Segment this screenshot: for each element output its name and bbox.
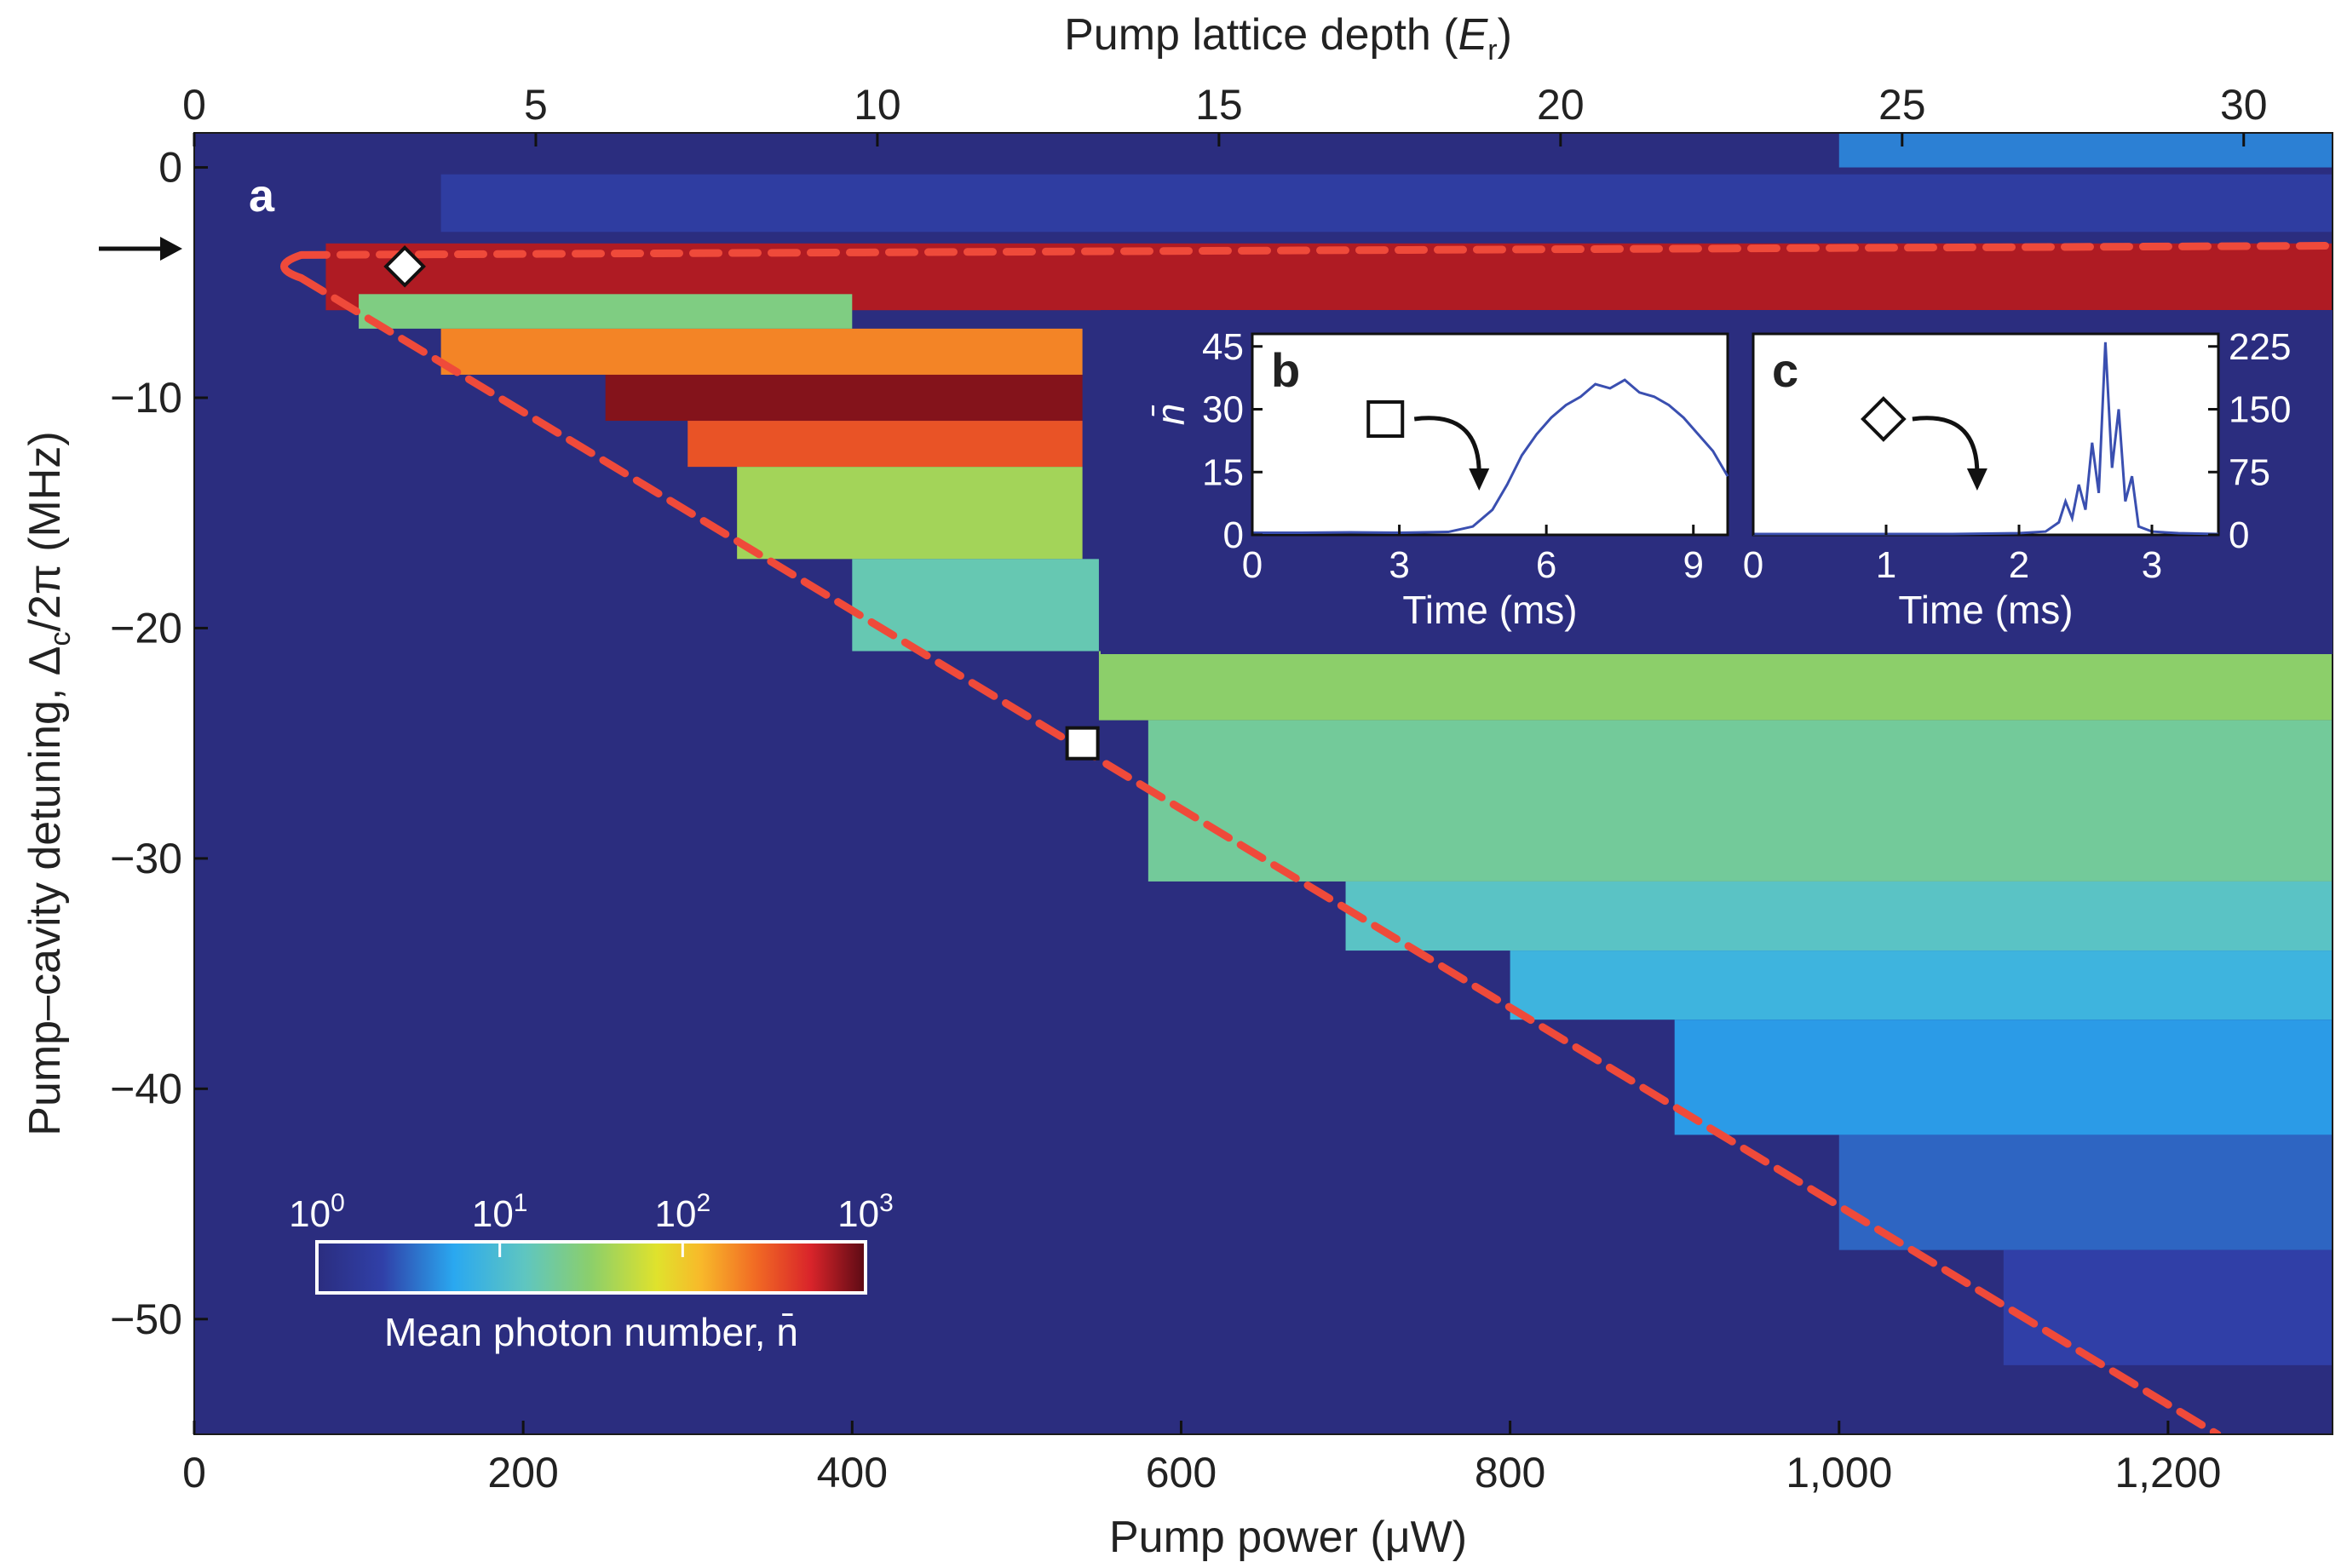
colorbar-gradient	[315, 1240, 867, 1295]
heatmap-region	[737, 467, 1083, 560]
inset-diamond-marker	[1861, 396, 1907, 442]
colorbar-tick-label: 101	[472, 1189, 528, 1235]
y-tick-label: −50	[110, 1295, 182, 1343]
inset-y-tick-label: 75	[2229, 451, 2270, 493]
top-tick-label: 15	[1195, 81, 1243, 129]
colorbar-ticks: 100 101 102 103	[289, 1189, 894, 1257]
inset-plot-area	[1752, 332, 2220, 537]
y-tick-label: −20	[110, 604, 182, 652]
x-tick-label: 600	[1146, 1449, 1217, 1496]
inset-arrow	[1413, 416, 1481, 474]
heatmap-region	[1510, 951, 2333, 1020]
inset-panel-c: 0 1 2 3 0 75 150 225 Time (ms) c	[1743, 326, 2292, 632]
inset-arrow	[1912, 416, 1980, 474]
inset-arrowhead	[1966, 468, 1987, 491]
top-tick-label: 5	[524, 81, 548, 129]
y-tick-label: −40	[110, 1065, 182, 1112]
heatmap-region	[440, 174, 2333, 233]
heatmap-region	[1098, 651, 2333, 721]
colorbar: 100 101 102 103 Mean photon number, n̄	[289, 1189, 894, 1354]
colorbar-tick-label: 103	[837, 1189, 894, 1235]
colorbar-tick-label: 100	[289, 1189, 345, 1235]
top-tick-label: 30	[2220, 81, 2268, 129]
heatmap-region	[687, 421, 1083, 468]
heatmap-region	[1838, 1134, 2333, 1250]
inset-y-tick-label: 15	[1202, 451, 1244, 493]
y-tick-label: −10	[110, 374, 182, 422]
top-tick-label: 25	[1878, 81, 1926, 129]
inset-y-tick-label: 150	[2229, 389, 2291, 431]
x-tick-label: 1,000	[1786, 1449, 1892, 1496]
heatmap-region	[440, 328, 1083, 375]
colorbar-label: Mean photon number, n̄	[384, 1310, 798, 1354]
inset-x-tick-label: 0	[1743, 544, 1763, 586]
boundary-tip	[280, 251, 303, 282]
y-tick-label: 0	[158, 144, 182, 192]
inset-x-tick-label: 2	[2009, 544, 2029, 586]
inset-y-tick-label: 225	[2229, 326, 2291, 368]
x-tick-label: 200	[487, 1449, 558, 1496]
inset-x-tick-label: 3	[1389, 544, 1409, 586]
heatmap-region	[1674, 1019, 2333, 1135]
inset-x-tick-label: 9	[1683, 544, 1703, 586]
top-tick-label: 10	[854, 81, 901, 129]
inset-y-tick-label: 45	[1202, 326, 1244, 368]
inset-square-marker	[1366, 400, 1405, 438]
marker-group	[383, 245, 1100, 761]
inset-series-line	[1753, 342, 2219, 536]
diamond-marker	[383, 245, 426, 288]
x-tick-label: 400	[817, 1449, 888, 1496]
panel-label-a: a	[249, 170, 275, 221]
inset-arrowhead	[1469, 468, 1490, 491]
detuning-arrow	[99, 237, 182, 261]
inset-x-tick-label: 1	[1876, 544, 1896, 586]
square-marker	[1065, 726, 1100, 761]
inset-y-title: n̄	[1148, 404, 1193, 426]
heatmap-region	[852, 559, 1099, 652]
heatmap-region	[1148, 720, 2333, 882]
heatmap-regions	[325, 133, 2333, 1365]
x-tick-label: 1,200	[2114, 1449, 2221, 1496]
inset-series-line	[1252, 378, 1729, 535]
x-tick-label: 0	[182, 1449, 206, 1496]
inset-x-tick-label: 3	[2142, 544, 2162, 586]
heatmap-region	[359, 294, 853, 329]
top-axis-title: Pump lattice depth (Er)	[1064, 10, 1512, 66]
inset-y-tick-label: 30	[1202, 389, 1244, 431]
inset-panel-b: 0 3 6 9 0 15 30 45 Time (ms) b n̄	[1148, 326, 1729, 632]
inset-panel-label: c	[1772, 343, 1798, 397]
top-tick-label: 0	[182, 81, 206, 129]
x-axis-title: Pump power (μW)	[1109, 1513, 1467, 1562]
inset-y-tick-label: 0	[2229, 514, 2249, 556]
inset-x-title: Time (ms)	[1898, 588, 2073, 632]
heatmap-region	[605, 374, 1083, 422]
colorbar-tick-label: 102	[655, 1189, 711, 1235]
heatmap-frame	[193, 132, 2333, 1435]
inset-panel-label: b	[1271, 343, 1300, 397]
boundary-line	[297, 242, 2333, 259]
heatmap-region	[1345, 881, 2333, 951]
heatmap-region	[1838, 133, 2333, 168]
x-tick-label: 800	[1475, 1449, 1545, 1496]
inset-x-tick-label: 6	[1536, 544, 1556, 586]
boundary-line	[297, 273, 2222, 1434]
inset-x-title: Time (ms)	[1402, 588, 1577, 632]
inset-y-tick-label: 0	[1223, 514, 1244, 556]
y-axis-title: Pump–cavity detuning, Δc/2π (MHz)	[20, 431, 77, 1135]
inset-plot-area	[1251, 332, 1729, 537]
heatmap-region	[2003, 1249, 2333, 1365]
y-tick-label: −30	[110, 835, 182, 882]
inset-x-tick-label: 0	[1242, 544, 1263, 586]
phase-boundary	[280, 242, 2333, 1434]
top-tick-label: 20	[1537, 81, 1585, 129]
